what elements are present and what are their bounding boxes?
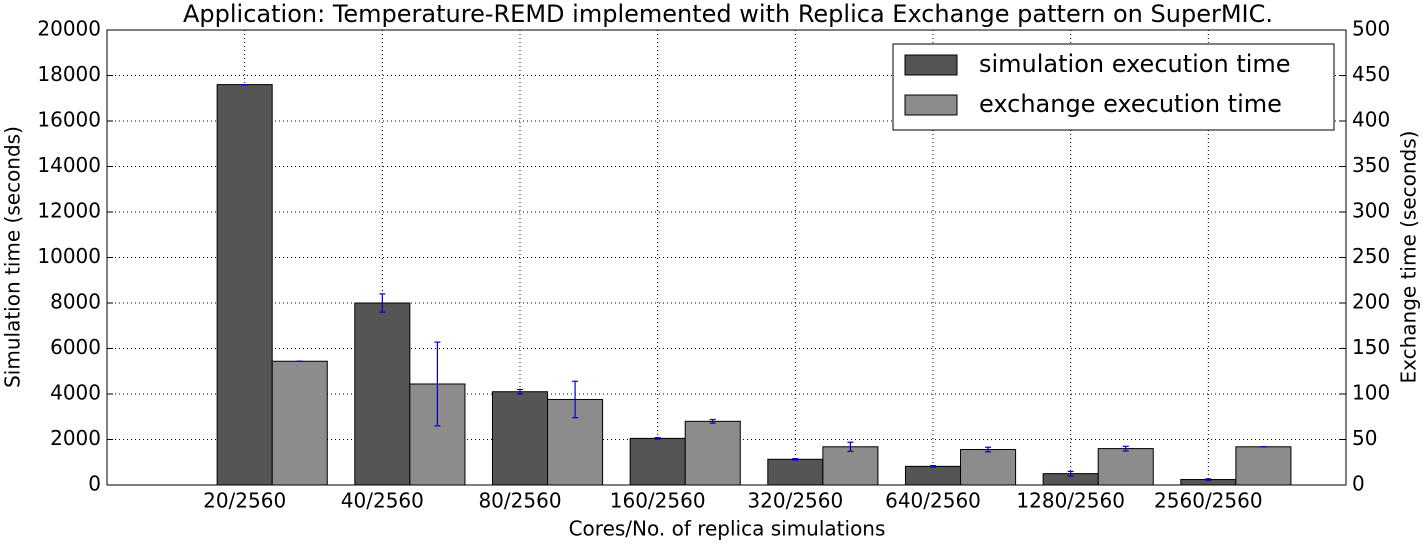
y-tick-label: 12000 [37, 199, 101, 223]
error-bar [517, 388, 523, 395]
y2-tick-label: 300 [1352, 199, 1390, 223]
x-tick-label: 640/2560 [885, 489, 981, 513]
bar [1235, 446, 1292, 486]
error-bar [985, 446, 992, 453]
y2-tick-label: 100 [1352, 381, 1390, 405]
error-bar [654, 437, 661, 440]
y-tick-label: 0 [88, 472, 101, 496]
bar [767, 458, 824, 486]
error-bar [709, 418, 716, 424]
error-bar [379, 293, 386, 313]
legend-swatch [904, 54, 958, 76]
bar [904, 465, 962, 486]
y2-tick-label: 150 [1352, 335, 1390, 359]
y2-tick-label: 450 [1352, 62, 1390, 86]
y-tick-label: 16000 [37, 108, 101, 132]
x-tick-label: 2560/2560 [1154, 489, 1263, 513]
x-tick-label: 20/2560 [203, 489, 286, 513]
error-bar [1067, 470, 1074, 477]
x-tick-label: 1280/2560 [1016, 489, 1125, 513]
y-tick-label: 18000 [37, 62, 101, 86]
y-axis-label: Simulation time (seconds) [1, 126, 25, 388]
bar [629, 437, 686, 486]
y-tick-label: 14000 [37, 153, 101, 177]
y2-tick-label: 0 [1352, 472, 1365, 496]
x-tick-label: 40/2560 [341, 489, 424, 513]
y-tick-label: 2000 [50, 426, 101, 450]
y2-tick-label: 400 [1352, 108, 1390, 132]
error-bar [847, 441, 854, 452]
error-bar [930, 465, 936, 468]
legend-box [892, 43, 1335, 131]
y-tick-label: 8000 [50, 290, 101, 314]
bar [547, 398, 604, 486]
x-tick-label: 320/2560 [747, 489, 843, 513]
y-tick-label: 20000 [37, 17, 101, 41]
bar [491, 391, 549, 486]
legend-label: exchange execution time [979, 90, 1282, 118]
error-bar [792, 458, 799, 461]
bar [1097, 448, 1154, 486]
bar [216, 84, 273, 486]
x-axis-label: Cores/No. of replica simulations [569, 517, 886, 541]
y2-tick-label: 250 [1352, 244, 1390, 268]
chart-title: Application: Temperature-REMD implemente… [183, 0, 1273, 28]
bar [960, 449, 1017, 486]
bar [271, 360, 328, 486]
y-tick-label: 6000 [50, 335, 101, 359]
y2-tick-label: 350 [1352, 153, 1390, 177]
error-bar [434, 341, 441, 427]
y2-tick-label: 50 [1352, 426, 1377, 450]
plot-frame [106, 29, 1347, 486]
legend-swatch [904, 94, 958, 116]
bar [354, 302, 411, 486]
y-tick-label: 10000 [37, 244, 101, 268]
bar [822, 446, 879, 486]
y-tick-label: 4000 [50, 381, 101, 405]
x-tick-label: 80/2560 [478, 489, 561, 513]
y2-axis-label: Exchange time (seconds) [1397, 131, 1421, 384]
error-bar [572, 380, 579, 419]
y2-tick-label: 200 [1352, 290, 1390, 314]
bar [684, 420, 741, 486]
y2-tick-label: 500 [1352, 17, 1390, 41]
x-tick-label: 160/2560 [610, 489, 706, 513]
error-bar [1122, 445, 1129, 452]
legend-label: simulation execution time [979, 50, 1291, 78]
error-bar [1205, 478, 1212, 481]
